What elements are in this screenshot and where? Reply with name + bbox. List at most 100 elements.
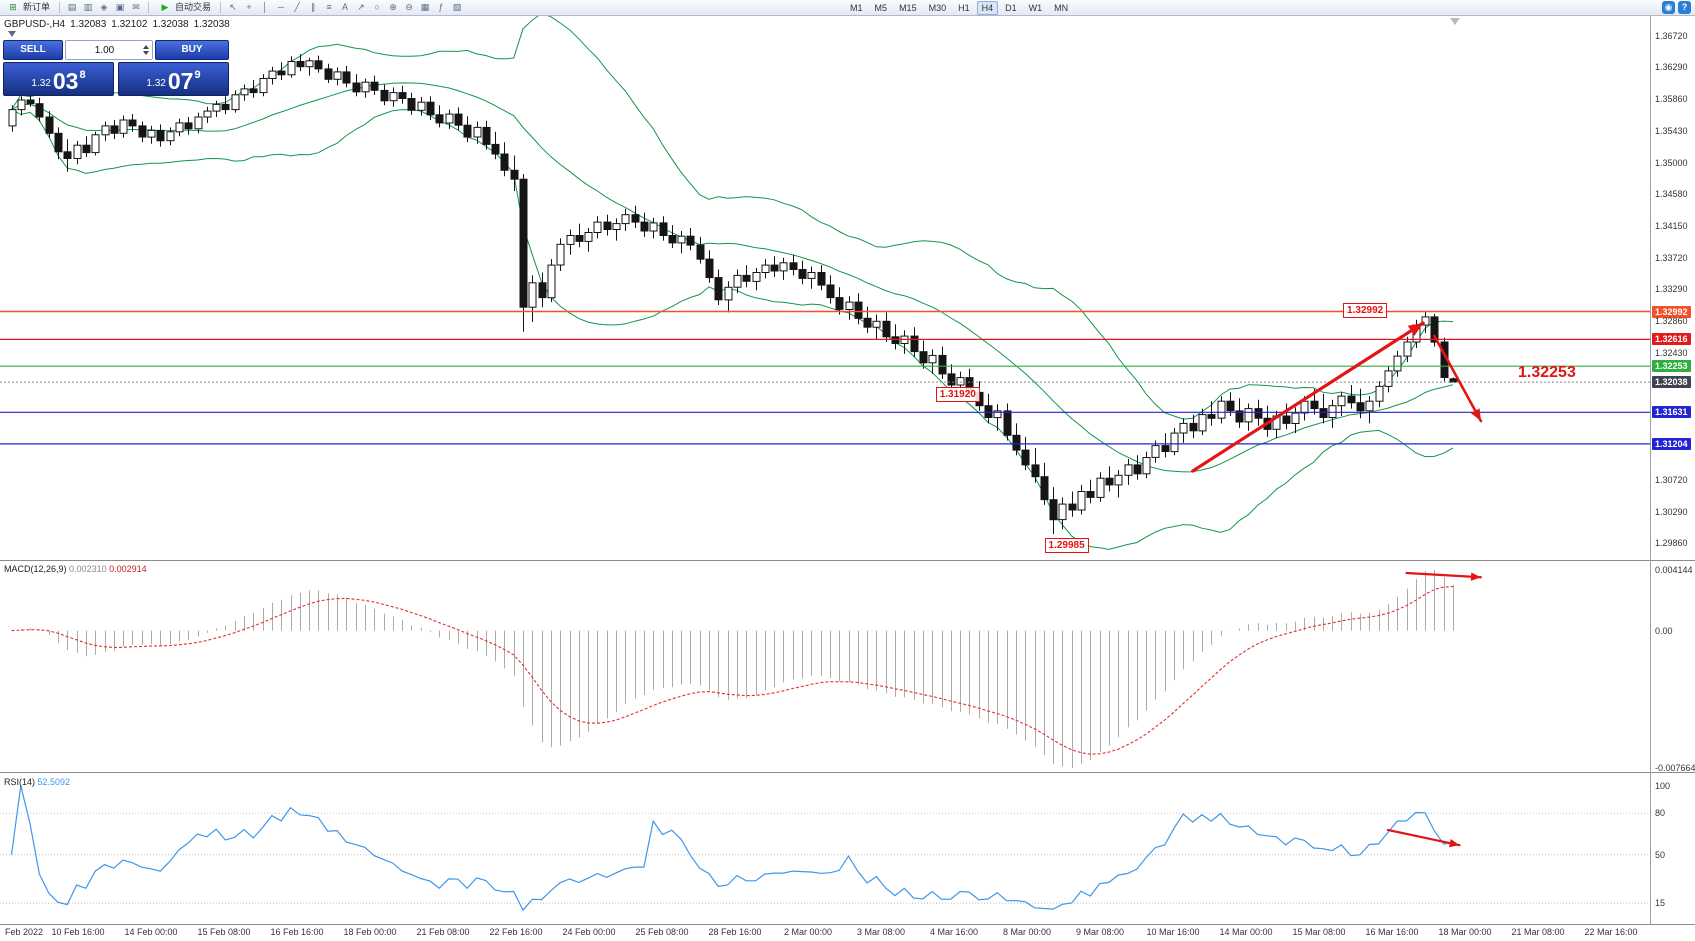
horizontal-line-icon[interactable]: ─	[277, 2, 285, 12]
timeframe-h1-button[interactable]: H1	[958, 2, 970, 13]
price-axis-tick[interactable]: 1.34150	[1655, 220, 1688, 231]
time-axis-label[interactable]: 9 Mar 08:00	[1075, 927, 1125, 937]
rsi-axis-value[interactable]: 100	[1655, 780, 1671, 791]
chart-ohlc-header: GBPUSD-,H4 1.32083 1.32102 1.32038 1.32038	[4, 19, 235, 30]
timeframe-h4-button[interactable]: H4	[976, 0, 999, 15]
data-window-icon[interactable]: ▥	[83, 2, 93, 12]
time-axis-label[interactable]: 15 Feb 08:00	[197, 927, 251, 937]
timeframe-m5-button[interactable]: M5	[874, 2, 888, 13]
time-axis-label[interactable]: 25 Feb 08:00	[635, 927, 689, 937]
price-axis-tick[interactable]: 1.29860	[1655, 538, 1688, 549]
time-axis-label[interactable]: 28 Feb 16:00	[708, 927, 762, 937]
uptrend-arrow[interactable]	[1190, 321, 1425, 473]
macd-axis-value[interactable]: -0.007664	[1655, 763, 1695, 773]
rsi-axis-value[interactable]: 50	[1655, 849, 1666, 860]
time-axis-label[interactable]: 21 Feb 08:00	[416, 927, 470, 937]
price-axis-tick[interactable]: 1.36720	[1655, 30, 1688, 41]
buy-button[interactable]: BUY	[155, 40, 229, 60]
help-icon[interactable]: ?	[1678, 1, 1691, 14]
rsi-axis-value[interactable]: 80	[1655, 808, 1666, 819]
macd-down-arrow[interactable]	[1405, 571, 1483, 581]
price-axis-tick[interactable]: 1.35430	[1655, 126, 1688, 137]
time-axis-label[interactable]: Feb 2022	[5, 927, 44, 937]
peak-price-label[interactable]: 1.32992	[1343, 303, 1388, 318]
buy-price-tile[interactable]: 1.32 07 9	[118, 62, 229, 96]
time-axis-label[interactable]: 10 Feb 16:00	[51, 927, 105, 937]
price-axis-tick[interactable]: 1.30290	[1655, 506, 1688, 517]
timeframe-mn-button[interactable]: MN	[1054, 2, 1069, 13]
time-axis-label[interactable]: 15 Mar 08:00	[1292, 927, 1346, 937]
price-axis-tick[interactable]: 1.35000	[1655, 157, 1688, 168]
trendline-icon[interactable]: ╱	[294, 2, 300, 12]
time-axis-label[interactable]: 22 Mar 16:00	[1584, 927, 1638, 937]
fibonacci-icon[interactable]: ≡	[326, 2, 332, 12]
navigator-icon[interactable]: ◈	[100, 2, 108, 12]
support-price-label[interactable]: 1.31920	[935, 387, 980, 402]
community-icon[interactable]: ◉	[1662, 1, 1675, 14]
price-tag-1.32038: 1.32038	[1652, 376, 1691, 389]
autotrading-button[interactable]: ▶ 自动交易	[154, 1, 215, 14]
reversal-arrow[interactable]	[1433, 334, 1483, 423]
price-axis-tick[interactable]: 1.36290	[1655, 62, 1688, 73]
volume-value[interactable]: 1.00	[94, 44, 115, 56]
timeframe-d1-button[interactable]: D1	[1005, 2, 1017, 13]
time-axis-label[interactable]: 3 Mar 08:00	[856, 927, 906, 937]
one-click-collapse-button[interactable]	[8, 31, 16, 37]
indicators-icon[interactable]: ƒ	[438, 2, 444, 12]
vertical-line-icon[interactable]: │	[262, 2, 268, 12]
time-axis-label[interactable]: 18 Feb 00:00	[343, 927, 397, 937]
time-axis-label[interactable]: 8 Mar 00:00	[1002, 927, 1052, 937]
time-axis-label[interactable]: 4 Mar 16:00	[929, 927, 979, 937]
equidistant-channel-icon[interactable]: ∥	[310, 2, 316, 12]
price-axis-tick[interactable]: 1.33720	[1655, 252, 1688, 263]
rsi-axis-value[interactable]: 15	[1655, 898, 1666, 909]
target-price-label[interactable]: 1.32253	[1518, 364, 1576, 381]
timeframe-m1-button[interactable]: M1	[850, 2, 863, 13]
price-axis-tick[interactable]: 1.33290	[1655, 284, 1688, 295]
price-tag-1.32992: 1.32992	[1652, 305, 1691, 318]
macd-axis-value[interactable]: 0.004144	[1655, 565, 1693, 575]
time-axis-label[interactable]: 16 Feb 16:00	[270, 927, 324, 937]
templates-icon[interactable]: ▧	[452, 2, 462, 12]
text-label-icon[interactable]: A	[342, 2, 349, 12]
macd-axis-value[interactable]: 0.00	[1655, 625, 1673, 636]
zoom-in-icon[interactable]: ⊕	[389, 2, 397, 12]
time-axis-label[interactable]: 24 Feb 00:00	[562, 927, 616, 937]
time-axis-label[interactable]: 2 Mar 00:00	[783, 927, 833, 937]
time-axis-label[interactable]: 22 Feb 16:00	[489, 927, 543, 937]
sell-price-tile[interactable]: 1.32 03 8	[3, 62, 114, 96]
price-axis-tick[interactable]: 1.35860	[1655, 94, 1688, 105]
timeframe-m30-button[interactable]: M30	[928, 2, 947, 13]
arrow-objects-icon[interactable]: ↗	[357, 2, 365, 12]
shapes-icon[interactable]: ○	[374, 2, 380, 12]
volume-stepper[interactable]: 1.00	[65, 40, 153, 60]
terminal-icon[interactable]: ▣	[115, 2, 125, 12]
time-axis-label[interactable]: 16 Mar 16:00	[1365, 927, 1419, 937]
tile-windows-icon[interactable]: ▦	[420, 2, 430, 12]
market-watch-icon[interactable]: ▤	[67, 2, 77, 12]
volume-increase-button[interactable]	[143, 45, 149, 49]
price-axis-tick[interactable]: 1.34580	[1655, 189, 1688, 199]
time-axis-label[interactable]: 10 Mar 16:00	[1146, 927, 1200, 937]
sell-button[interactable]: SELL	[3, 40, 63, 60]
new-order-button[interactable]: ⊞ 新订单	[2, 1, 54, 14]
sell-price-point: 8	[79, 69, 86, 81]
crosshair-icon[interactable]: +	[246, 2, 252, 12]
zoom-out-icon[interactable]: ⊖	[405, 2, 413, 12]
price-axis-tick[interactable]: 1.30720	[1655, 474, 1688, 485]
time-axis-label[interactable]: 18 Mar 00:00	[1438, 927, 1492, 937]
time-axis-label[interactable]: 14 Feb 00:00	[124, 927, 178, 937]
timeframe-w1-button[interactable]: W1	[1028, 2, 1043, 13]
time-axis-label[interactable]: 14 Mar 00:00	[1219, 927, 1273, 937]
volume-decrease-button[interactable]	[143, 51, 149, 55]
mailbox-icon[interactable]: ✉	[132, 2, 140, 12]
time-axis-label[interactable]: 21 Mar 08:00	[1511, 927, 1565, 937]
low-price-label[interactable]: 1.29985	[1044, 538, 1089, 553]
drawn-objects[interactable]	[1190, 321, 1483, 848]
price-axis-tick[interactable]: 1.32430	[1655, 348, 1688, 359]
price-axis-tick[interactable]: 1.32860	[1655, 316, 1688, 327]
timeframe-m15-button[interactable]: M15	[899, 2, 917, 13]
rsi-down-arrow[interactable]	[1386, 828, 1461, 848]
cursor-icon[interactable]: ↖	[229, 2, 237, 12]
